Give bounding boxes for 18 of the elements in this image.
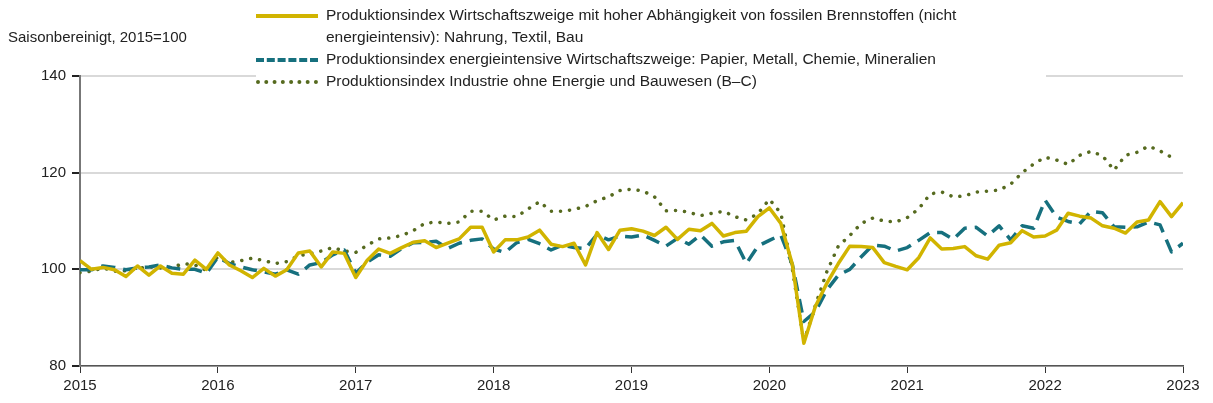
y-tick-label: 140 [40, 66, 66, 84]
x-tick-label: 2021 [890, 376, 924, 394]
x-tick-label: 2020 [752, 376, 787, 394]
x-tick-label: 2018 [476, 376, 511, 394]
x-tick-label: 2023 [1166, 376, 1200, 394]
y-tick-label: 100 [40, 259, 66, 277]
y-axis-title: Saisonbereinigt, 2015=100 [8, 28, 187, 45]
y-tick-label: 120 [40, 162, 66, 180]
x-tick-label: 2016 [201, 376, 235, 394]
legend-label: Produktionsindex Wirtschaftszweige mit hoher Abhängigkeit von fossilen Brennstoffen (nicht energieintensiv): Nahrung, Textil, Bau [326, 5, 958, 47]
y-tick-label: 80 [49, 356, 66, 374]
line-series [80, 198, 1183, 324]
x-tick-label: 2019 [614, 376, 649, 394]
x-tick-label: 2022 [1028, 376, 1062, 394]
x-tick-label: 2017 [339, 376, 373, 394]
x-tick-label: 2015 [63, 376, 97, 394]
legend-label: Produktionsindex Industrie ohne Energie und Bauwesen (B–C) [326, 71, 757, 91]
legend-label: Produktionsindex energieintensive Wirtschaftszweige: Papier, Metall, Chemie, Mineralien [326, 49, 936, 69]
